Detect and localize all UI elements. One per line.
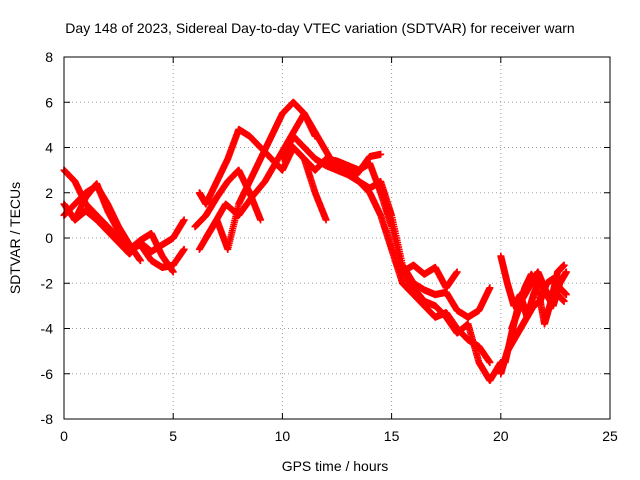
y-tick-label: -4 <box>41 321 54 337</box>
x-tick-label: 10 <box>275 428 291 444</box>
data-point <box>486 358 494 366</box>
data-point <box>453 268 461 276</box>
data-point <box>562 291 570 299</box>
series-track-8 <box>191 166 265 231</box>
data-point <box>180 245 188 253</box>
y-axis-label: SDTVAR / TECUs <box>7 182 23 294</box>
grid <box>64 57 610 419</box>
x-axis-label: GPS time / hours <box>282 458 389 474</box>
series-track-11 <box>322 155 494 321</box>
y-tick-label: 8 <box>45 49 53 65</box>
data-marks <box>60 98 570 385</box>
y-tick-label: -2 <box>41 275 54 291</box>
x-tick-label: 15 <box>384 428 400 444</box>
data-point <box>486 284 494 292</box>
series-track-4 <box>71 180 177 276</box>
y-tick-label: 4 <box>45 140 53 156</box>
y-tick-label: 6 <box>45 94 53 110</box>
data-point <box>169 268 177 276</box>
y-tick-label: -8 <box>41 411 54 427</box>
data-point <box>560 297 568 305</box>
series-track-12 <box>399 261 461 292</box>
series-track-5 <box>195 125 330 224</box>
x-tick-label: 5 <box>169 428 177 444</box>
y-tick-label: 2 <box>45 185 53 201</box>
data-point <box>257 216 265 224</box>
chart-title: Day 148 of 2023, Sidereal Day-to-day VTE… <box>65 20 574 36</box>
data-point <box>377 150 385 158</box>
y-tick-label: -6 <box>41 366 54 382</box>
data-point <box>560 261 568 269</box>
data-point <box>322 216 330 224</box>
x-tick-label: 25 <box>602 428 618 444</box>
data-point <box>180 216 188 224</box>
x-tick-label: 20 <box>493 428 509 444</box>
x-tick-label: 0 <box>60 428 68 444</box>
series-track-16 <box>508 261 568 332</box>
data-point <box>136 257 144 265</box>
data-point <box>562 268 570 276</box>
y-tick-label: 0 <box>45 230 53 246</box>
axis-ticks: 0 5 10 15 20 25 -8 -6 -4 -2 0 2 4 6 8 <box>41 49 618 444</box>
